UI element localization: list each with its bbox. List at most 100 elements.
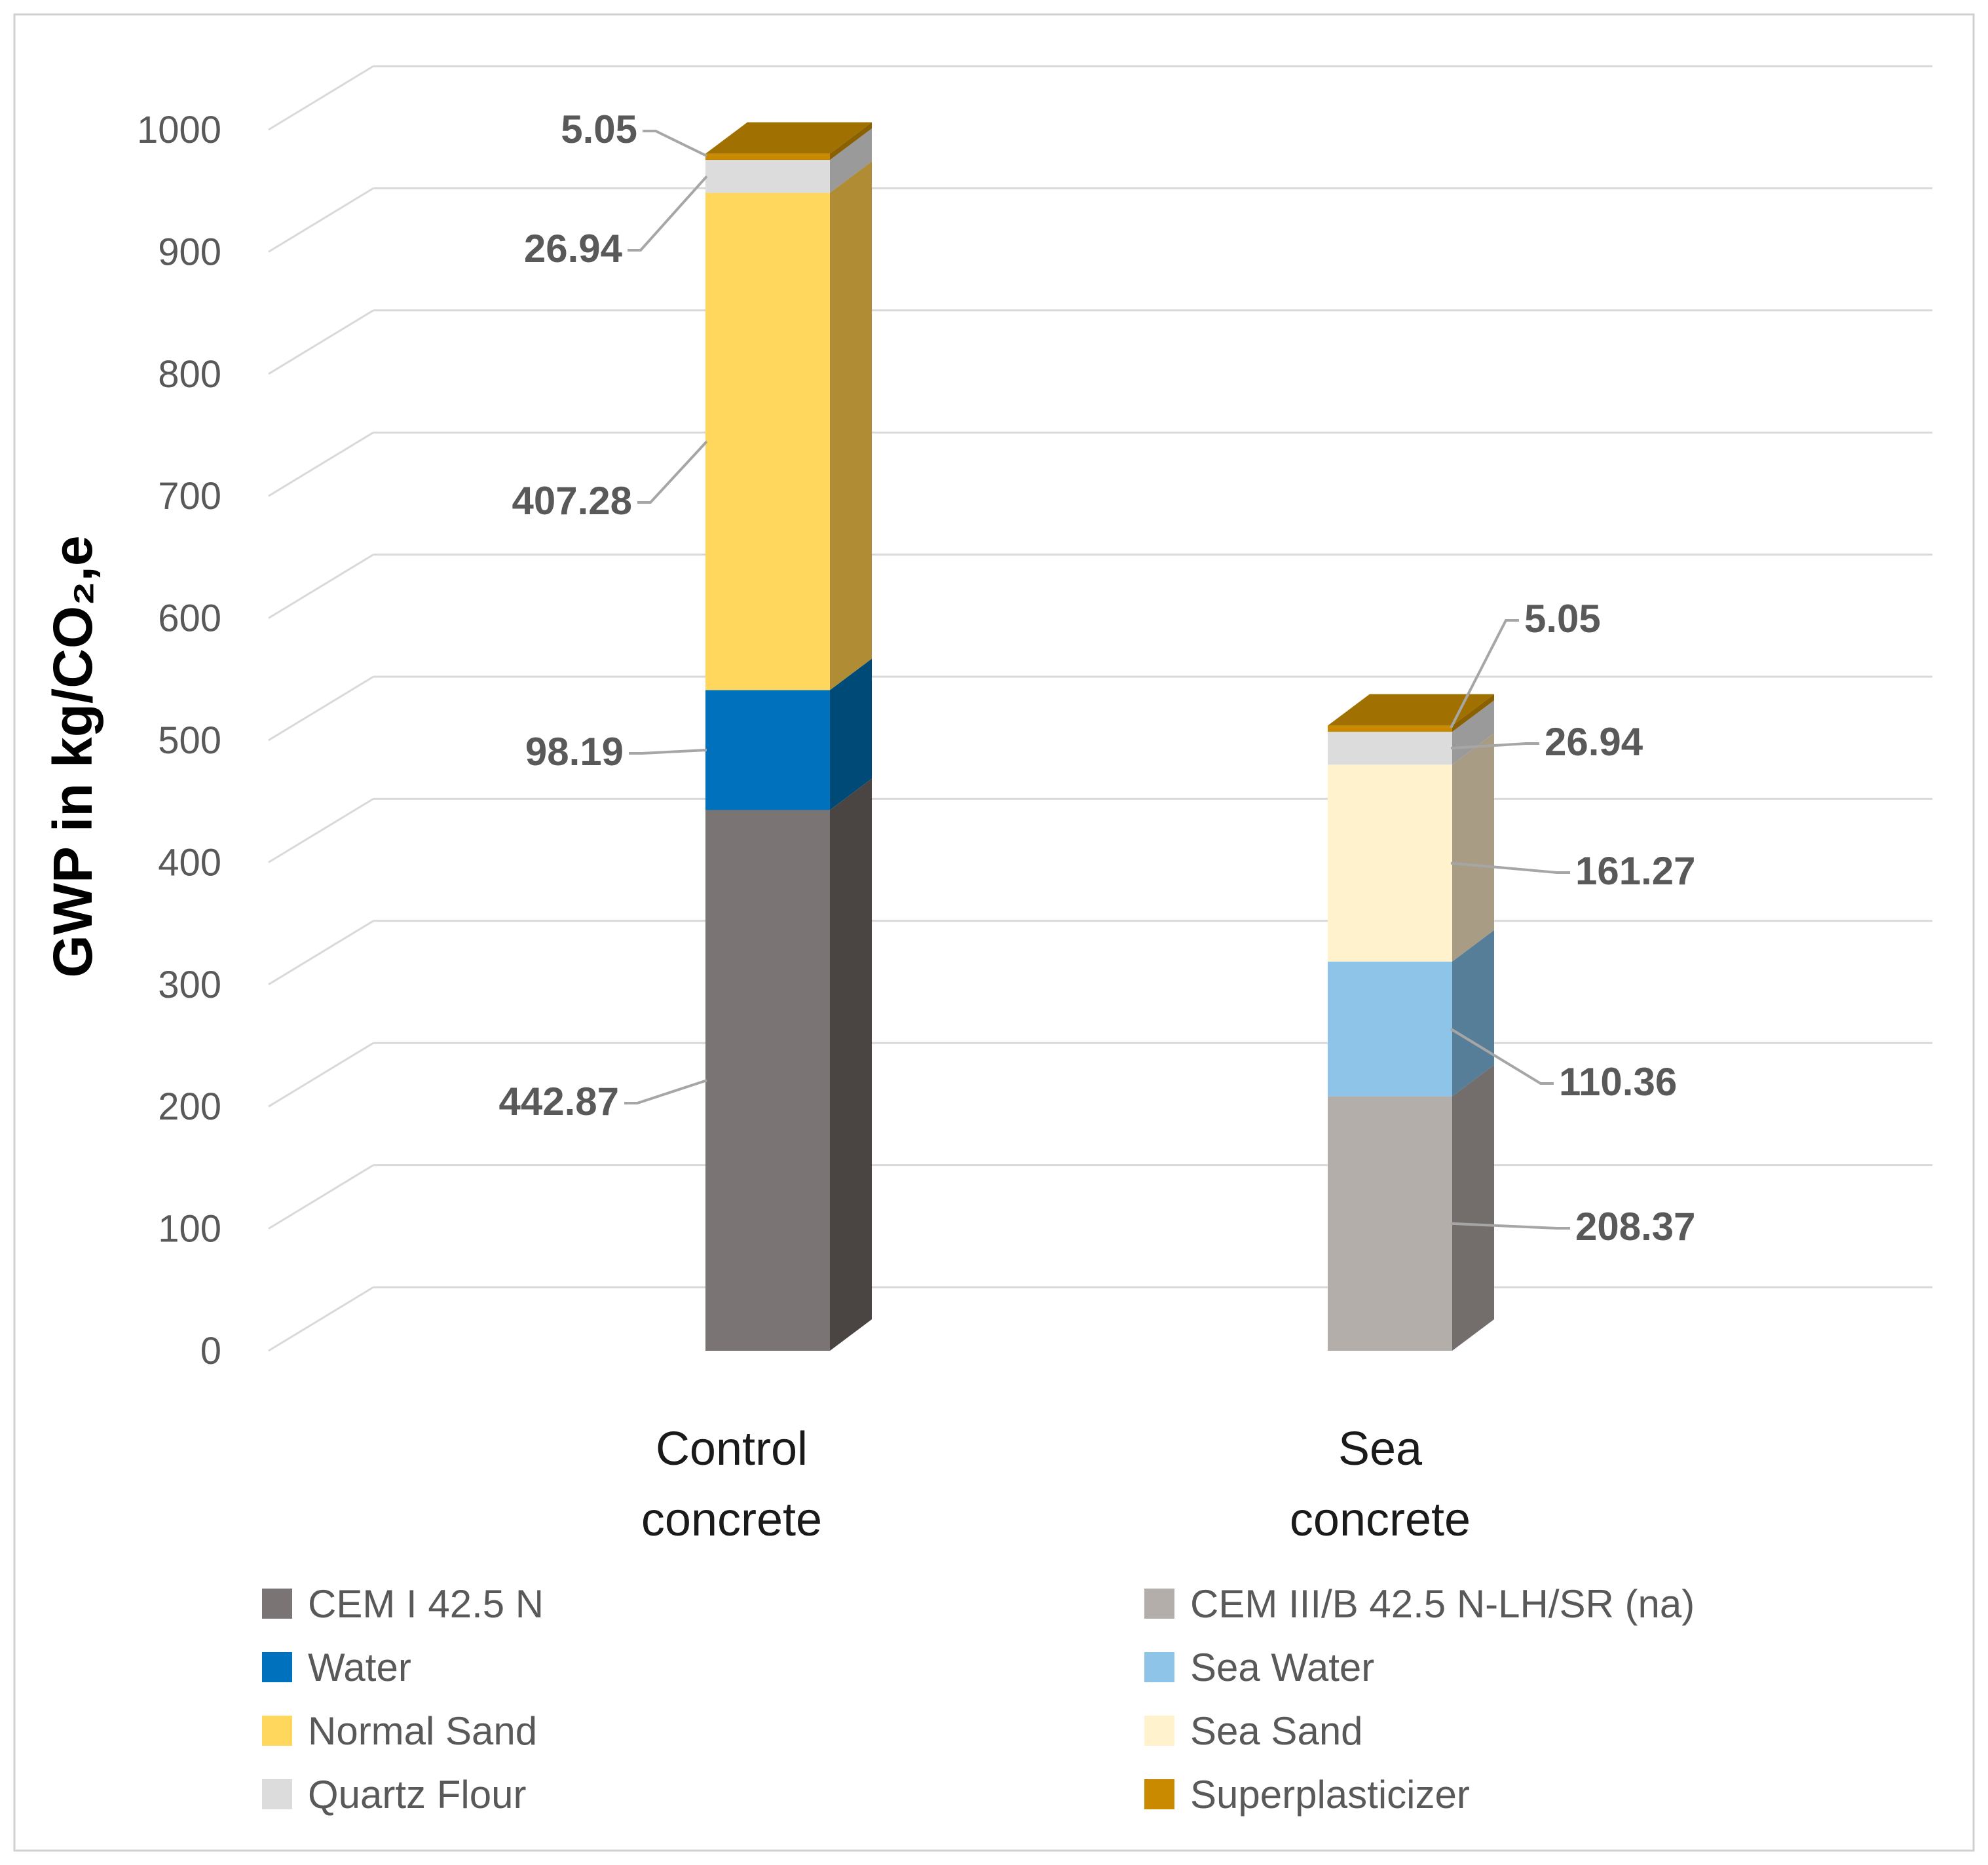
legend-swatch [1144, 1779, 1174, 1809]
category-label: concrete [1290, 1494, 1471, 1546]
data-label: 161.27 [1450, 849, 1696, 893]
bar-front [1328, 732, 1452, 765]
bar-side [830, 128, 872, 193]
data-label: 407.28 [512, 440, 708, 523]
legend-swatch [262, 1716, 292, 1746]
chart-border [13, 13, 1975, 1852]
leader-line [643, 130, 707, 157]
bar-segment [1328, 1064, 1494, 1351]
data-label-text: 442.87 [498, 1080, 619, 1123]
data-label: 442.87 [498, 1079, 707, 1123]
data-label: 5.05 [1450, 597, 1601, 728]
legend-item: Superplasticizer [1144, 1768, 1470, 1820]
y-tick-label: 700 [158, 475, 221, 518]
y-axis-ticks: 0 100 200 300 400 500 600 700 800 900 1000 [137, 109, 221, 1372]
data-label-text: 98.19 [525, 730, 624, 774]
bar-front [1328, 961, 1452, 1097]
gridline-diagonal [268, 65, 374, 131]
data-label: 208.37 [1450, 1205, 1696, 1249]
legend-label: Water [308, 1645, 411, 1689]
legend-swatch [262, 1779, 292, 1809]
data-label-text: 407.28 [512, 479, 632, 523]
data-label-text: 26.94 [524, 227, 623, 271]
legend-item: CEM III/B 42.5 N-LH/SR (na) [1144, 1577, 1695, 1630]
leader-line [1450, 861, 1570, 874]
leader-line [1450, 619, 1519, 728]
bar-front [705, 690, 830, 810]
leader-line [628, 175, 708, 252]
leader-line [624, 1079, 707, 1104]
data-label: 5.05 [561, 107, 707, 157]
category-label: Control [656, 1423, 808, 1475]
bar-segment [705, 778, 872, 1351]
bar-segment [1328, 694, 1494, 732]
leader-line [1450, 742, 1539, 750]
gridline-diagonal [268, 1042, 374, 1108]
y-tick-label: 800 [158, 353, 221, 396]
bar-side [1452, 1064, 1494, 1351]
bar-front [1328, 725, 1452, 732]
gridline-diagonal [268, 798, 374, 863]
category-labels: Control concrete Sea concrete [641, 1423, 1471, 1546]
data-label-text: 5.05 [1524, 597, 1601, 641]
bar-front [705, 810, 830, 1351]
bar-side [830, 161, 872, 690]
legend-label: Normal Sand [308, 1708, 538, 1753]
y-axis-title: GWP in kg/CO₂,e [42, 535, 103, 977]
gridline-diagonal [268, 920, 374, 986]
gridlines [268, 65, 1932, 1352]
y-tick-label: 200 [158, 1085, 221, 1128]
legend-item: Sea Sand [1144, 1705, 1363, 1757]
y-tick-label: 300 [158, 964, 221, 1006]
leader-line [1450, 1222, 1570, 1230]
bar-side [1452, 930, 1494, 1097]
y-tick-label: 400 [158, 841, 221, 884]
legend-item: CEM I 42.5 N [262, 1577, 544, 1630]
legend-swatch [1144, 1716, 1174, 1746]
y-tick-label: 600 [158, 597, 221, 640]
gridline-diagonal [268, 1164, 374, 1230]
bar-segment [705, 122, 872, 160]
leader-line [637, 440, 708, 504]
gridline-diagonal [268, 431, 374, 497]
bar-top [705, 122, 872, 154]
bars [705, 122, 1494, 1351]
data-label: 110.36 [1450, 1028, 1677, 1104]
data-label-text: 26.94 [1545, 720, 1643, 764]
category-label: Sea [1338, 1423, 1423, 1475]
data-label-text: 208.37 [1575, 1205, 1696, 1249]
data-label-text: 5.05 [561, 107, 637, 151]
legend-swatch [1144, 1589, 1174, 1619]
gridline-diagonal [268, 309, 374, 375]
data-label: 26.94 [1450, 720, 1643, 764]
legend-item: Normal Sand [262, 1705, 537, 1757]
legend-label: Quartz Flour [308, 1772, 527, 1817]
gridline-diagonal [268, 554, 374, 619]
legend-label: Sea Sand [1190, 1708, 1363, 1753]
bar-front [1328, 1096, 1452, 1351]
bar-side [830, 778, 872, 1351]
category-label: concrete [641, 1494, 822, 1546]
bar-front [705, 153, 830, 160]
legend-swatch [262, 1652, 292, 1682]
bar-side [1452, 694, 1494, 732]
y-tick-label: 900 [158, 231, 221, 273]
legend-swatch [1144, 1652, 1174, 1682]
gridline-diagonal [268, 1286, 374, 1352]
bar-segment [705, 128, 872, 193]
leader-line [629, 748, 707, 755]
y-tick-label: 1000 [137, 109, 221, 151]
bar-side [830, 658, 872, 810]
legend-swatch [262, 1589, 292, 1619]
legend-item: Sea Water [1144, 1641, 1374, 1693]
legend-label: CEM I 42.5 N [308, 1581, 544, 1626]
bar-segment [705, 161, 872, 690]
y-tick-label: 100 [158, 1208, 221, 1251]
legend-item: Water [262, 1641, 411, 1693]
leader-line [1450, 1028, 1554, 1085]
gridline-diagonal [268, 187, 374, 253]
bar-segment [1328, 930, 1494, 1097]
data-label-text: 161.27 [1575, 849, 1696, 893]
